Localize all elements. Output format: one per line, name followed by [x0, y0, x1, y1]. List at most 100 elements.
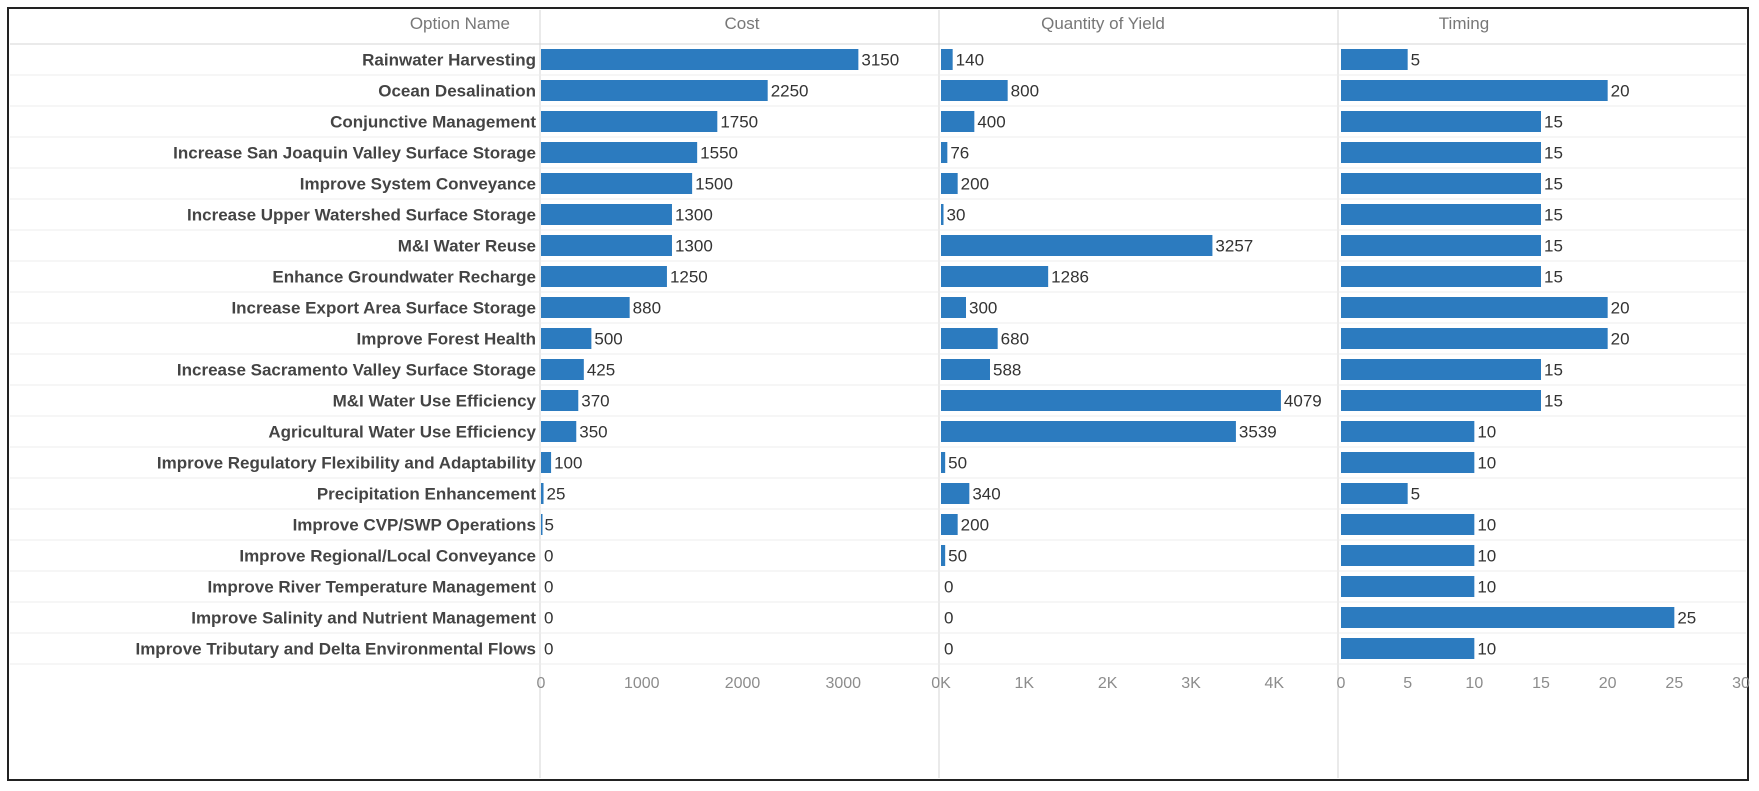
- bar-timing: [1341, 266, 1541, 287]
- category-label: M&I Water Use Efficiency: [333, 392, 537, 411]
- bar-quantity-of-yield: [941, 359, 990, 380]
- data-label: 880: [633, 299, 661, 318]
- data-label: 588: [993, 361, 1021, 380]
- bar-timing: [1341, 80, 1608, 101]
- category-label: Enhance Groundwater Recharge: [272, 268, 536, 287]
- tick-label: 1000: [624, 675, 660, 692]
- data-label: 25: [1677, 609, 1696, 628]
- data-label: 300: [969, 299, 997, 318]
- tick-label: 0K: [931, 675, 951, 692]
- data-label: 0: [944, 609, 953, 628]
- data-label: 3150: [861, 51, 899, 70]
- category-label: Agricultural Water Use Efficiency: [268, 423, 536, 442]
- data-label: 5: [1411, 485, 1420, 504]
- data-label: 15: [1544, 392, 1563, 411]
- data-label: 10: [1477, 454, 1496, 473]
- bar-cost: [541, 80, 768, 101]
- tick-label: 20: [1599, 675, 1617, 692]
- bar-cost: [541, 142, 698, 163]
- data-label: 15: [1544, 206, 1563, 225]
- data-label: 15: [1544, 144, 1563, 163]
- data-label: 15: [1544, 361, 1563, 380]
- bar-cost: [541, 328, 592, 349]
- data-label: 10: [1477, 516, 1496, 535]
- bar-quantity-of-yield: [941, 111, 975, 132]
- header-option-name: Option Name: [410, 14, 510, 33]
- data-label: 20: [1611, 330, 1630, 349]
- data-label: 1300: [675, 206, 713, 225]
- category-label: Increase San Joaquin Valley Surface Stor…: [173, 144, 536, 163]
- data-label: 1286: [1051, 268, 1089, 287]
- data-label: 0: [544, 578, 553, 597]
- category-label: Ocean Desalination: [378, 82, 536, 101]
- bar-timing: [1341, 483, 1408, 504]
- data-label: 3257: [1215, 237, 1253, 256]
- category-label: M&I Water Reuse: [398, 237, 536, 256]
- bar-quantity-of-yield: [941, 80, 1008, 101]
- tick-layer: 0 1000 2000 3000 0K 1K 2K 3K 4K 0 5 10 15 20 25 30: [537, 675, 1750, 692]
- header-timing: Timing: [1439, 14, 1489, 33]
- bar-cost: [541, 359, 584, 380]
- tick-label: 2000: [725, 675, 761, 692]
- bar-cost: [541, 266, 667, 287]
- bar-cost: [541, 173, 693, 194]
- bar-cost: [541, 483, 544, 504]
- bar-timing: [1341, 390, 1541, 411]
- bar-timing: [1341, 514, 1475, 535]
- header-quantity-of-yield: Quantity of Yield: [1041, 14, 1165, 33]
- bar-quantity-of-yield: [941, 452, 946, 473]
- bar-timing: [1341, 297, 1608, 318]
- tick-label: 25: [1665, 675, 1683, 692]
- category-label: Increase Sacramento Valley Surface Stora…: [177, 361, 536, 380]
- tick-label: 0: [537, 675, 546, 692]
- category-label: Improve Forest Health: [357, 330, 537, 349]
- header-cost: Cost: [725, 14, 760, 33]
- category-label: Rainwater Harvesting: [362, 51, 536, 70]
- bar-timing: [1341, 638, 1475, 659]
- bar-cost: [541, 111, 718, 132]
- data-label: 1750: [720, 113, 758, 132]
- tick-label: 4K: [1265, 675, 1285, 692]
- category-label: Improve River Temperature Management: [208, 578, 537, 597]
- category-label: Conjunctive Management: [330, 113, 536, 132]
- row-layer: [10, 74, 1746, 665]
- bar-cost: [541, 514, 543, 535]
- tick-label: 3000: [825, 675, 861, 692]
- bar-quantity-of-yield: [941, 545, 946, 566]
- bar-timing: [1341, 328, 1608, 349]
- bar-quantity-of-yield: [941, 514, 958, 535]
- data-label: 0: [944, 640, 953, 659]
- tick-label: 2K: [1098, 675, 1118, 692]
- bar-quantity-of-yield: [941, 483, 970, 504]
- bar-timing: [1341, 49, 1408, 70]
- data-label: 200: [961, 175, 989, 194]
- bar-timing: [1341, 452, 1475, 473]
- bar-timing: [1341, 545, 1475, 566]
- bar-timing: [1341, 111, 1541, 132]
- data-label: 400: [977, 113, 1005, 132]
- tick-label: 1K: [1015, 675, 1035, 692]
- category-label: Improve Tributary and Delta Environmenta…: [135, 640, 536, 659]
- bar-timing: [1341, 173, 1541, 194]
- data-label: 3539: [1239, 423, 1277, 442]
- bar-cost: [541, 452, 552, 473]
- bar-quantity-of-yield: [941, 173, 958, 194]
- bar-timing: [1341, 235, 1541, 256]
- data-label: 2250: [771, 82, 809, 101]
- data-label: 50: [948, 547, 967, 566]
- bar-quantity-of-yield: [941, 421, 1236, 442]
- data-label: 0: [544, 547, 553, 566]
- data-label: 20: [1611, 82, 1630, 101]
- data-label: 10: [1477, 640, 1496, 659]
- category-label: Precipitation Enhancement: [317, 485, 536, 504]
- bar-cost: [541, 49, 859, 70]
- data-label: 1550: [700, 144, 738, 163]
- data-label: 10: [1477, 423, 1496, 442]
- bar-cost: [541, 390, 579, 411]
- data-label: 1250: [670, 268, 708, 287]
- data-label: 0: [944, 578, 953, 597]
- data-label: 200: [961, 516, 989, 535]
- category-label: Improve System Conveyance: [300, 175, 536, 194]
- header-layer: Option Name Cost Quantity of Yield Timin…: [410, 14, 1489, 33]
- bar-cost: [541, 421, 577, 442]
